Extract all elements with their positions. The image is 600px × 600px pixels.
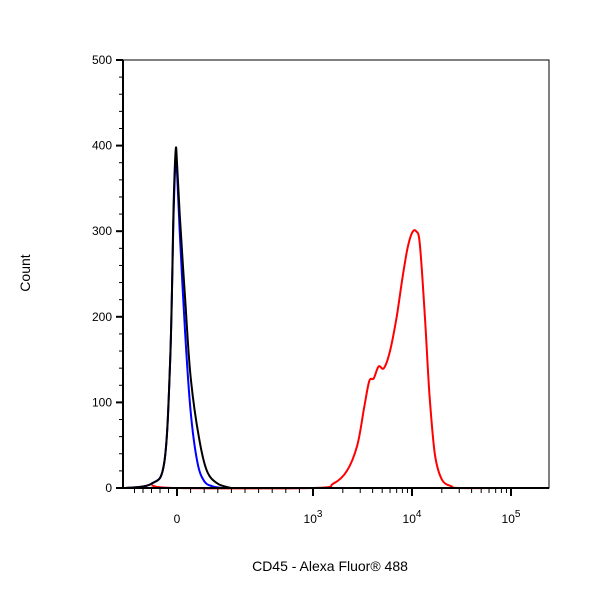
plot-frame	[122, 59, 550, 489]
axes: 0 100 200 300 400 500 0 103 104 105	[92, 53, 550, 526]
x-tick-label: 105	[502, 509, 521, 526]
x-tick-label: 104	[403, 509, 422, 526]
x-tick-exponent: 5	[515, 509, 521, 520]
x-axis-title: CD45 - Alexa Fluor® 488	[252, 558, 408, 574]
y-axis-title: Count	[17, 254, 33, 291]
series-line-2	[151, 229, 529, 490]
plot-area	[125, 146, 529, 490]
x-tick-label: 0	[174, 512, 181, 526]
y-tick-label: 400	[92, 139, 112, 153]
x-tick-exponent: 3	[317, 509, 323, 520]
y-tick-label: 500	[92, 53, 112, 67]
x-tick-exponent: 4	[416, 509, 422, 520]
x-tick-label: 103	[304, 509, 323, 526]
y-tick-label: 300	[92, 224, 112, 238]
series-line-0	[125, 146, 232, 489]
y-tick-label: 0	[105, 481, 112, 495]
y-tick-label: 100	[92, 395, 112, 409]
y-tick-label: 200	[92, 310, 112, 324]
